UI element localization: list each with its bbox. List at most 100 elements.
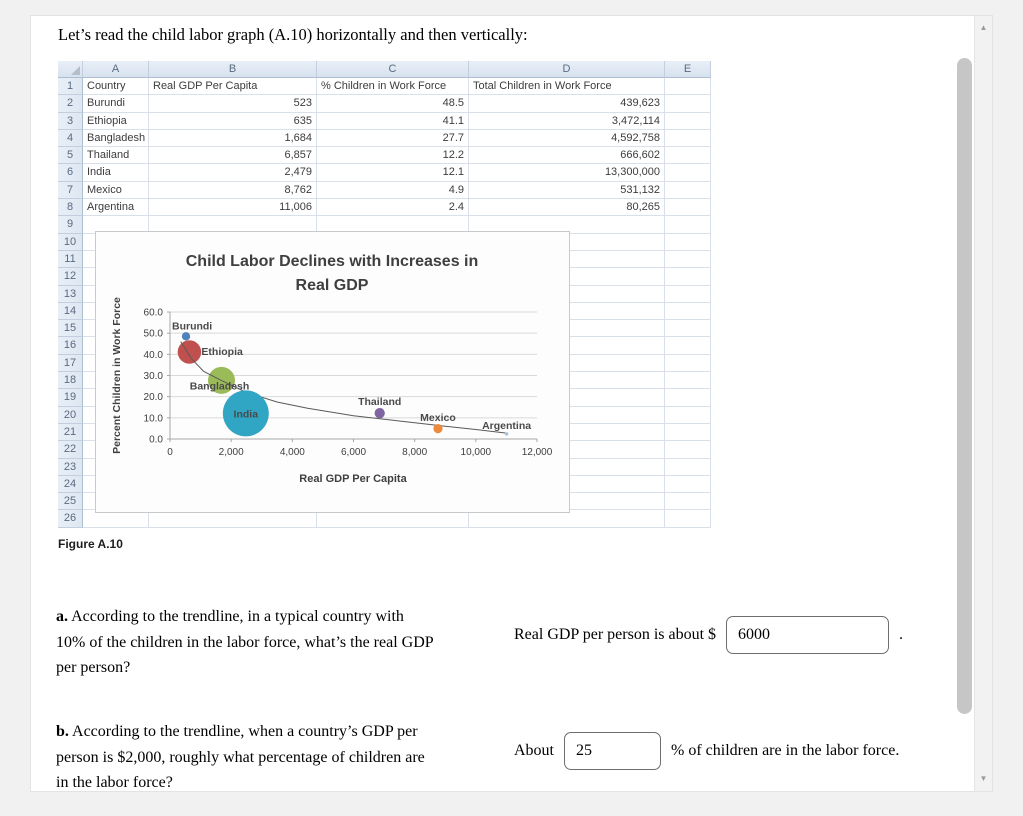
bubble-label-ethiopia: Ethiopia — [201, 346, 243, 358]
sheet-cell — [665, 493, 711, 511]
sheet-cell: 4.9 — [317, 181, 469, 200]
question-a-text: a. According to the trendline, in a typi… — [56, 604, 516, 681]
sheet-cell — [665, 406, 711, 424]
sheet-cell — [665, 320, 711, 338]
row-number-1: 1 — [58, 78, 83, 96]
bubble-label-thailand: Thailand — [358, 396, 401, 408]
sheet-cell — [317, 510, 469, 528]
content-card: Let’s read the child labor graph (A.10) … — [30, 15, 993, 792]
sheet-cell — [665, 268, 711, 286]
sheet-cell — [665, 164, 711, 182]
sheet-cell — [665, 181, 711, 200]
question-label: a. — [56, 608, 68, 625]
row-number-23: 23 — [58, 458, 83, 476]
sheet-cell: 4,592,758 — [469, 129, 665, 148]
column-header-C: C — [317, 61, 469, 78]
row-number-11: 11 — [58, 250, 83, 269]
sheet-cell: 531,132 — [469, 181, 665, 200]
sheet-cell — [665, 510, 711, 528]
sheet-cell — [149, 510, 317, 528]
row-number-20: 20 — [58, 406, 83, 424]
row-number-22: 22 — [58, 441, 83, 459]
sheet-cell: Country — [83, 78, 149, 96]
row-number-18: 18 — [58, 372, 83, 390]
sheet-cell: Thailand — [83, 147, 149, 165]
scroll-down-icon[interactable]: ▼ — [979, 774, 988, 783]
y-tick-label: 60.0 — [144, 308, 164, 319]
sheet-row-5: 5 Thailand 6,857 12.2 666,602 — [58, 147, 714, 165]
y-tick-label: 30.0 — [144, 371, 164, 382]
answer-a-prefix: Real GDP per person is about $ — [514, 626, 717, 643]
answer-a-input[interactable] — [726, 616, 890, 654]
row-number-17: 17 — [58, 354, 83, 373]
sheet-cell — [665, 233, 711, 251]
question-line: 10% of the children in the labor force, … — [56, 633, 434, 651]
bubble-ethiopia — [177, 340, 202, 364]
sheet-cell — [83, 510, 149, 528]
sheet-row-26: 26 — [58, 510, 714, 528]
sheet-cell: 13,300,000 — [469, 164, 665, 182]
page-title: Let’s read the child labor graph (A.10) … — [58, 25, 528, 44]
sheet-cell: 80,265 — [469, 199, 665, 217]
sheet-cell: 12.1 — [317, 164, 469, 182]
column-header-E: E — [665, 61, 711, 78]
question-line: in the labor force? — [56, 774, 173, 791]
row-number-16: 16 — [58, 337, 83, 355]
sheet-cell: 6,857 — [149, 147, 317, 165]
chart-title-line1: Child Labor Declines with Increases in — [186, 253, 479, 270]
bubble-label-india: India — [234, 408, 259, 420]
answer-b-input[interactable] — [564, 732, 661, 770]
sheet-cell: Real GDP Per Capita — [149, 78, 317, 96]
row-number-9: 9 — [58, 216, 83, 234]
row-number-2: 2 — [58, 95, 83, 113]
row-number-15: 15 — [58, 320, 83, 338]
row-number-13: 13 — [58, 285, 83, 303]
question-line: person is $2,000, roughly what percentag… — [56, 748, 425, 766]
answer-a-suffix: . — [899, 626, 904, 643]
sheet-cell — [665, 112, 711, 130]
y-tick-label: 20.0 — [144, 392, 164, 403]
y-tick-label: 50.0 — [144, 329, 164, 340]
chart-figure: Child Labor Declines with Increases in Re… — [95, 231, 570, 513]
bubble-label-argentina: Argentina — [482, 420, 531, 432]
sheet-cell: 41.1 — [317, 112, 469, 130]
sheet-cell — [665, 354, 711, 373]
sheet-cell: 27.7 — [317, 129, 469, 148]
sheet-cell — [665, 423, 711, 442]
sheet-cell: India — [83, 164, 149, 182]
scrollbar-track[interactable]: ▲ ▼ — [974, 16, 992, 791]
sheet-row-6: 6 India 2,479 12.1 13,300,000 — [58, 164, 714, 182]
question-line: b. According to the trendline, when a co… — [56, 723, 418, 740]
row-number-5: 5 — [58, 147, 83, 165]
y-tick-label: 40.0 — [144, 350, 164, 361]
x-tick-label: 0 — [167, 447, 173, 458]
question-line: per person? — [56, 659, 131, 676]
scroll-up-icon[interactable]: ▲ — [979, 23, 988, 32]
sheet-row-7: 7 Mexico 8,762 4.9 531,132 — [58, 181, 714, 200]
x-tick-label: 8,000 — [402, 447, 427, 458]
question-label: b. — [56, 723, 69, 740]
bubble-label-bangladesh: Bangladesh — [190, 380, 250, 392]
sheet-cell: 12.2 — [317, 147, 469, 165]
sheet-cell — [665, 129, 711, 148]
figure-caption: Figure A.10 — [58, 537, 123, 551]
x-tick-label: 6,000 — [341, 447, 366, 458]
sheet-cell: Burundi — [83, 95, 149, 113]
sheet-cell — [665, 250, 711, 269]
sheet-row-3: 3 Ethiopia 635 41.1 3,472,114 — [58, 112, 714, 130]
question-a-answer: Real GDP per person is about $ . — [514, 616, 903, 654]
sheet-cell: Argentina — [83, 199, 149, 217]
scrollbar-thumb[interactable] — [957, 58, 972, 714]
row-number-10: 10 — [58, 233, 83, 251]
bubble-label-mexico: Mexico — [420, 412, 456, 424]
column-header-A: A — [83, 61, 149, 78]
answer-b-suffix: % of children are in the labor force. — [671, 742, 900, 759]
row-number-12: 12 — [58, 268, 83, 286]
bubble-argentina — [504, 432, 509, 436]
sheet-cell: 48.5 — [317, 95, 469, 113]
answer-b-prefix: About — [514, 742, 554, 759]
sheet-cell: 666,602 — [469, 147, 665, 165]
sheet-row-8: 8 Argentina 11,006 2.4 80,265 — [58, 199, 714, 217]
